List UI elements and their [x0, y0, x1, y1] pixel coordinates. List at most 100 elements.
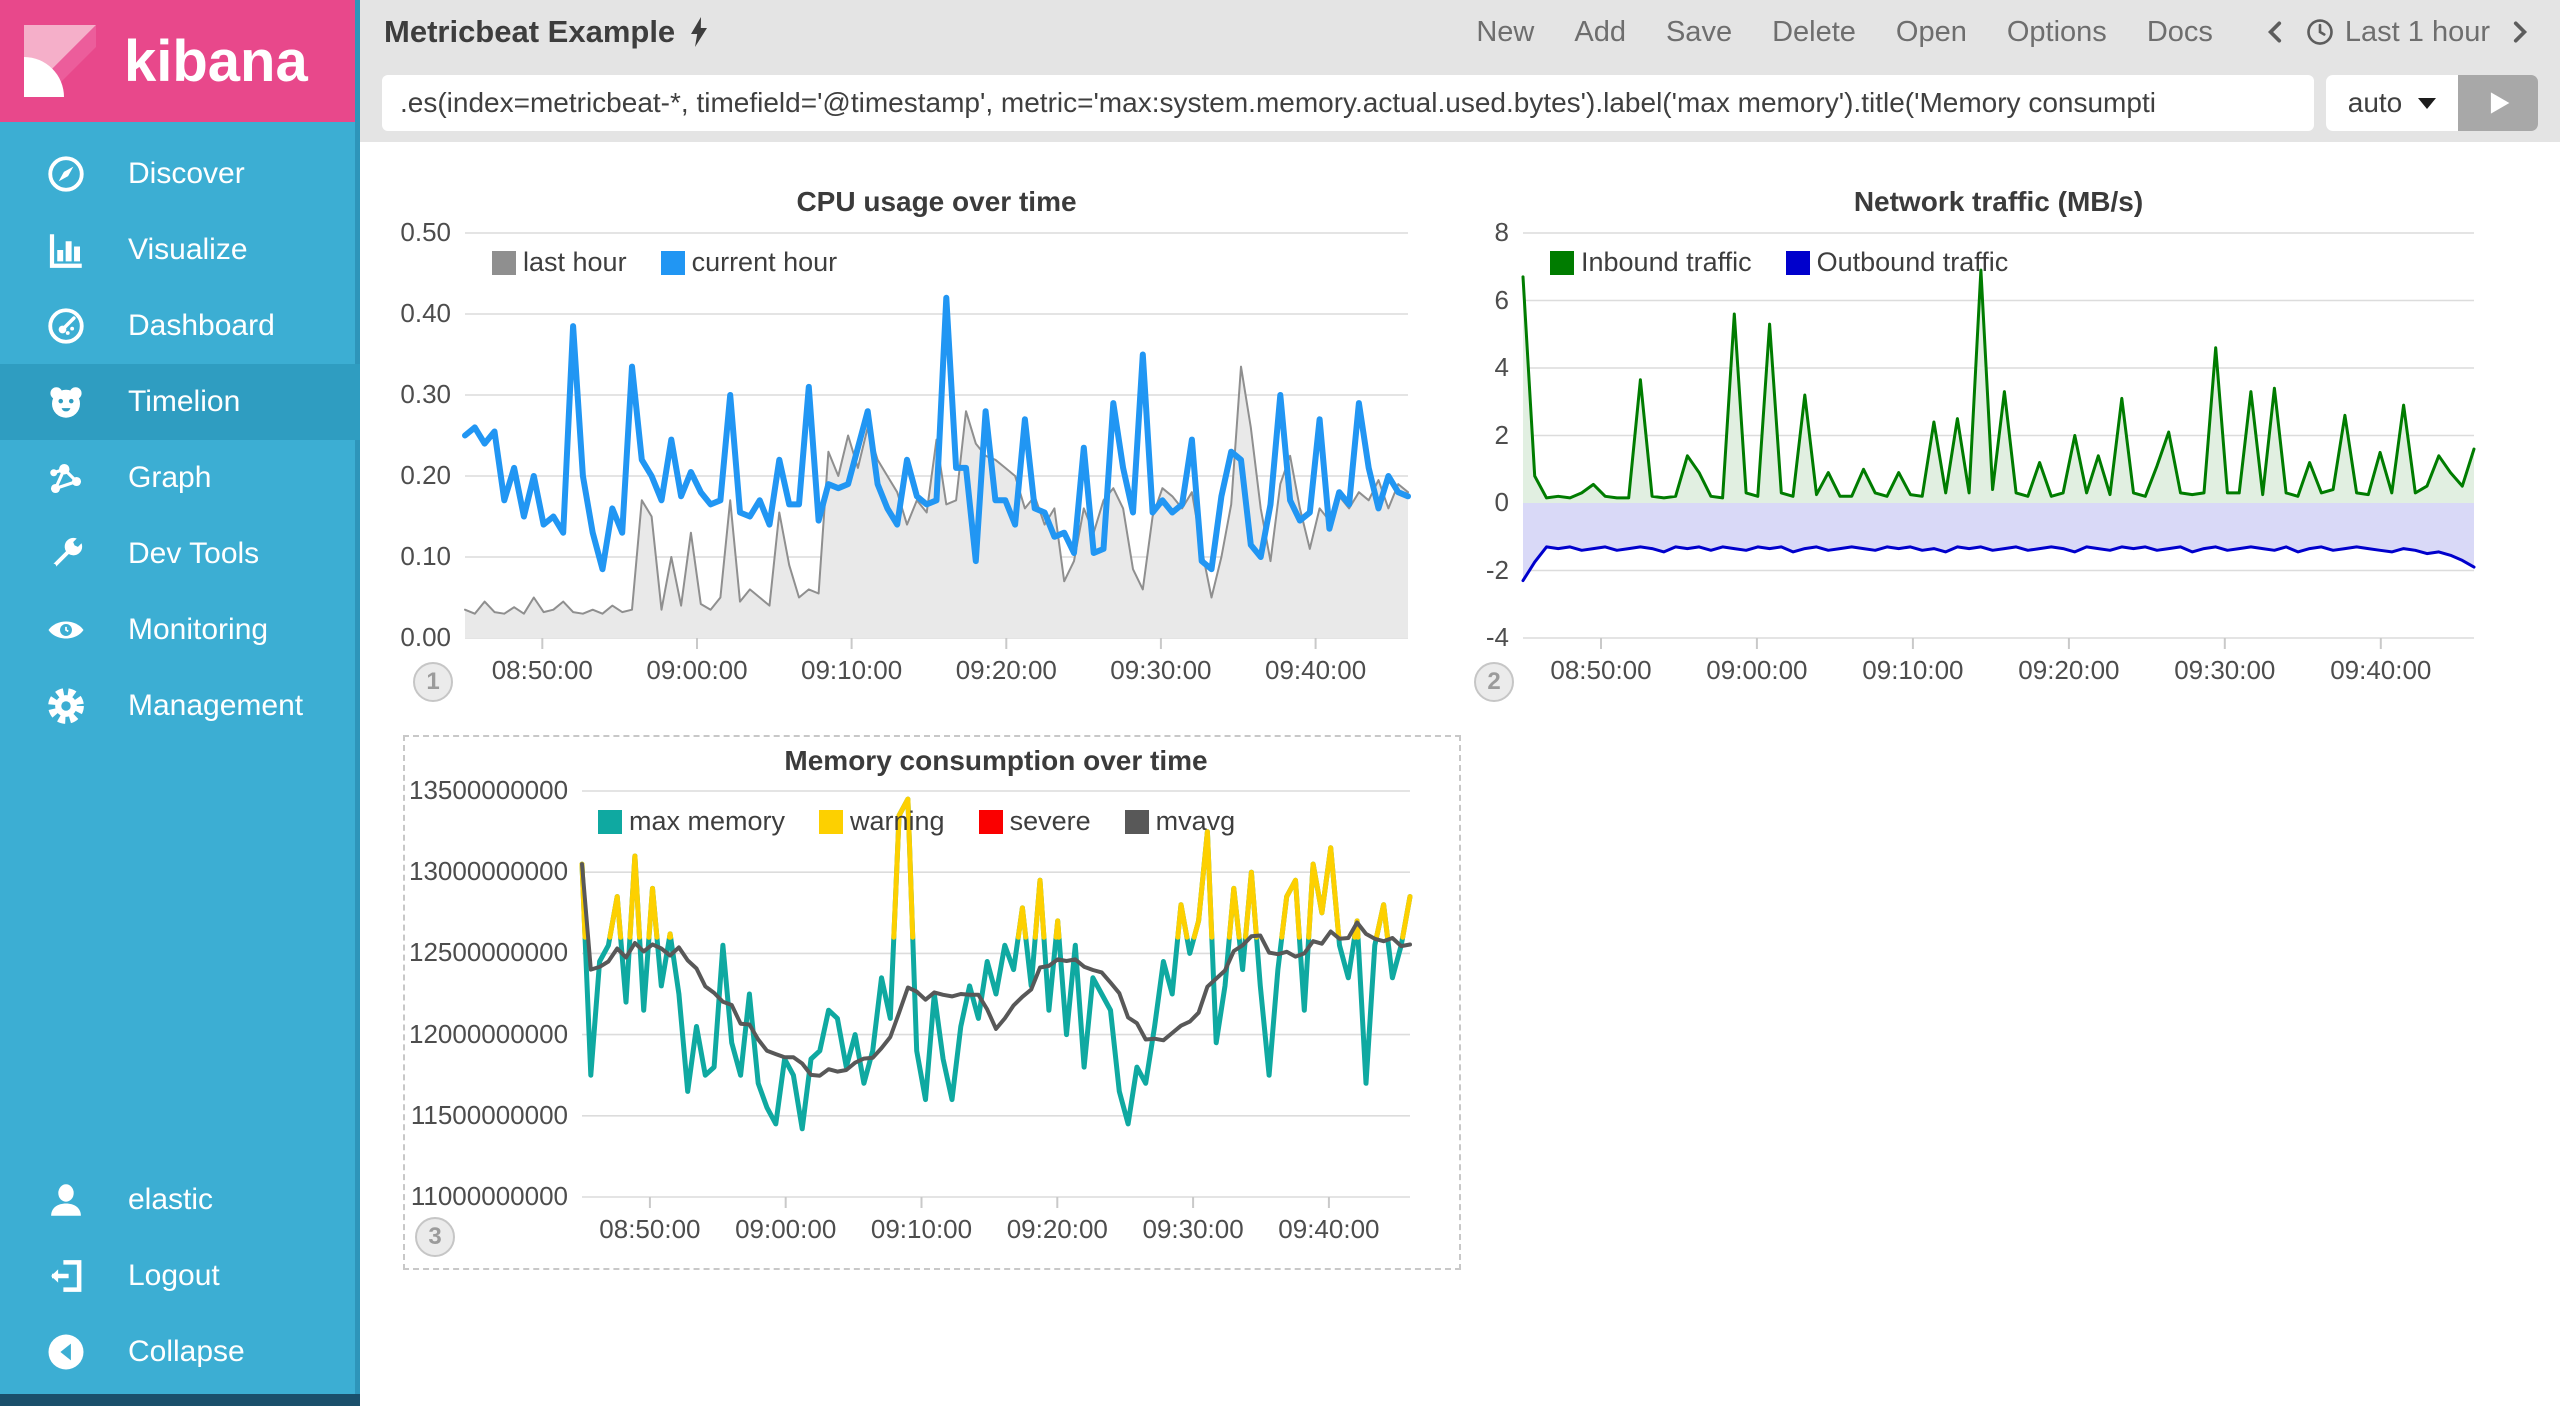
sidebar-item-visualize[interactable]: Visualize — [0, 212, 360, 288]
kibana-logo[interactable]: kibana — [0, 0, 355, 122]
menu-item-new[interactable]: New — [1476, 16, 1534, 49]
legend-swatch — [1550, 251, 1574, 275]
menu-item-options[interactable]: Options — [2007, 16, 2107, 49]
sidebar-item-label: Discover — [128, 157, 245, 191]
legend-swatch — [492, 251, 516, 275]
x-axis-tick-label: 09:20:00 — [982, 1214, 1132, 1245]
x-axis-tick-label: 09:30:00 — [2150, 655, 2300, 686]
chart-title: Memory consumption over time — [582, 745, 1410, 777]
legend-item-warning: warning — [819, 806, 945, 837]
sidebar-item-monitoring[interactable]: Monitoring — [0, 592, 360, 668]
sidebar-item-label: Graph — [128, 461, 211, 495]
legend-swatch — [661, 251, 685, 275]
timelion-icon — [44, 380, 88, 424]
menu-item-docs[interactable]: Docs — [2147, 16, 2213, 49]
sidebar: kibana Discover Visualize Dashboard Timelio… — [0, 0, 360, 1406]
legend-label: Outbound traffic — [1817, 247, 2009, 278]
x-axis-tick-label: 09:30:00 — [1118, 1214, 1268, 1245]
x-axis-tick-label: 09:40:00 — [1241, 655, 1391, 686]
interval-value: auto — [2348, 87, 2403, 119]
legend-swatch — [1125, 810, 1149, 834]
sidebar-item-management[interactable]: Management — [0, 668, 360, 744]
timelion-query-bar: auto — [360, 64, 2560, 142]
run-query-button[interactable] — [2458, 75, 2538, 131]
page-title-text: Metricbeat Example — [384, 14, 675, 50]
legend-swatch — [819, 810, 843, 834]
x-axis-tick-label: 08:50:00 — [575, 1214, 725, 1245]
chart-panel-memory-selected[interactable]: Memory consumption over time135000000001… — [403, 735, 1461, 1270]
y-axis-tick-label: 0.40 — [394, 298, 451, 329]
sidebar-item-collapse[interactable]: Collapse — [0, 1314, 360, 1390]
menu-item-add[interactable]: Add — [1574, 16, 1626, 49]
interval-select[interactable]: auto — [2326, 75, 2458, 131]
sidebar-item-dashboard[interactable]: Dashboard — [0, 288, 360, 364]
graph-icon — [44, 456, 88, 500]
x-axis-tick-label: 09:00:00 — [711, 1214, 861, 1245]
chart-panel-network[interactable]: Network traffic (MB/s)86420-2-408:50:000… — [1454, 170, 2500, 702]
sidebar-item-label: Dashboard — [128, 309, 275, 343]
legend-label: Inbound traffic — [1581, 247, 1752, 278]
legend-item-severe: severe — [979, 806, 1091, 837]
legend-item-max-memory: max memory — [598, 806, 785, 837]
sidebar-item-discover[interactable]: Discover — [0, 136, 360, 212]
time-picker-button[interactable]: Last 1 hour — [2305, 16, 2490, 49]
y-axis-tick-label: 6 — [1458, 285, 1509, 316]
legend-swatch — [1786, 251, 1810, 275]
user-icon — [44, 1178, 88, 1222]
sidebar-item-graph[interactable]: Graph — [0, 440, 360, 516]
sidebar-item-label: Dev Tools — [128, 537, 259, 571]
sidebar-item-dev-tools[interactable]: Dev Tools — [0, 516, 360, 592]
sidebar-item-label: elastic — [128, 1183, 213, 1217]
sidebar-item-label: Collapse — [128, 1335, 245, 1369]
y-axis-tick-label: 12500000000 — [409, 937, 568, 968]
chart-title: Network traffic (MB/s) — [1523, 186, 2474, 218]
compass-icon — [44, 152, 88, 196]
y-axis-tick-label: -2 — [1458, 555, 1509, 586]
y-axis-tick-label: 0.50 — [394, 217, 451, 248]
chart-plot-area — [465, 233, 1408, 652]
sidebar-item-timelion[interactable]: Timelion — [0, 364, 360, 440]
chart-legend: max memorywarningseveremvavg — [598, 806, 1235, 837]
x-axis-tick-label: 09:20:00 — [1994, 655, 2144, 686]
sidebar-item-label: Management — [128, 689, 303, 723]
panel-number-badge: 1 — [413, 662, 453, 702]
y-axis-tick-label: 11000000000 — [409, 1181, 568, 1212]
y-axis-tick-label: 13000000000 — [409, 856, 568, 887]
chevron-right-icon[interactable] — [2506, 16, 2532, 48]
toolbar-menu-items: New Add Save Delete Open Options Docs — [1476, 16, 2213, 49]
y-axis-tick-label: 0.00 — [394, 622, 451, 653]
legend-item-last-hour: last hour — [492, 247, 627, 278]
legend-label: current hour — [692, 247, 838, 278]
series-outbound-traffic — [1523, 547, 2474, 581]
sidebar-footer: elastic Logout Collapse — [0, 1162, 360, 1390]
x-axis-tick-label: 09:40:00 — [2306, 655, 2456, 686]
chart-legend: Inbound traffic Outbound traffic — [1550, 247, 2008, 278]
y-axis-tick-label: 0.10 — [394, 541, 451, 572]
chevron-left-icon[interactable] — [2263, 16, 2289, 48]
menu-item-save[interactable]: Save — [1666, 16, 1732, 49]
series-fill-outbound-traffic — [1523, 503, 2474, 581]
chart-panel-cpu[interactable]: CPU usage over time0.500.400.300.200.100… — [390, 170, 1430, 702]
chart-legend: last hour current hour — [492, 247, 837, 278]
sidebar-item-logout[interactable]: Logout — [0, 1238, 360, 1314]
legend-label: last hour — [523, 247, 627, 278]
collapse-icon — [44, 1330, 88, 1374]
y-axis-tick-label: 4 — [1458, 352, 1509, 383]
bar-chart-icon — [44, 228, 88, 272]
product-name: kibana — [124, 28, 308, 95]
sidebar-item-label: Timelion — [128, 385, 240, 419]
x-axis-tick-label: 08:50:00 — [467, 655, 617, 686]
x-axis-tick-label: 09:00:00 — [1682, 655, 1832, 686]
legend-label: severe — [1010, 806, 1091, 837]
time-picker: Last 1 hour — [2263, 16, 2532, 49]
timelion-expression-input[interactable] — [382, 75, 2314, 131]
chart-plot-area — [1523, 233, 2474, 652]
menu-item-open[interactable]: Open — [1896, 16, 1967, 49]
time-picker-label: Last 1 hour — [2345, 16, 2490, 49]
sidebar-item-label: Visualize — [128, 233, 248, 267]
chart-title: CPU usage over time — [465, 186, 1408, 218]
legend-label: max memory — [629, 806, 785, 837]
chevron-down-icon — [2418, 98, 2436, 109]
sidebar-item-elastic[interactable]: elastic — [0, 1162, 360, 1238]
menu-item-delete[interactable]: Delete — [1772, 16, 1856, 49]
